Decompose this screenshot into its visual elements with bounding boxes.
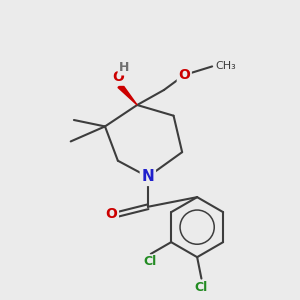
Text: O: O: [178, 68, 190, 82]
Text: O: O: [106, 207, 117, 221]
Polygon shape: [118, 84, 137, 105]
Text: H: H: [119, 61, 130, 74]
Text: O: O: [112, 70, 124, 84]
Text: Cl: Cl: [143, 255, 156, 268]
Text: Cl: Cl: [195, 280, 208, 294]
Text: CH₃: CH₃: [215, 61, 236, 71]
Text: N: N: [142, 169, 154, 184]
